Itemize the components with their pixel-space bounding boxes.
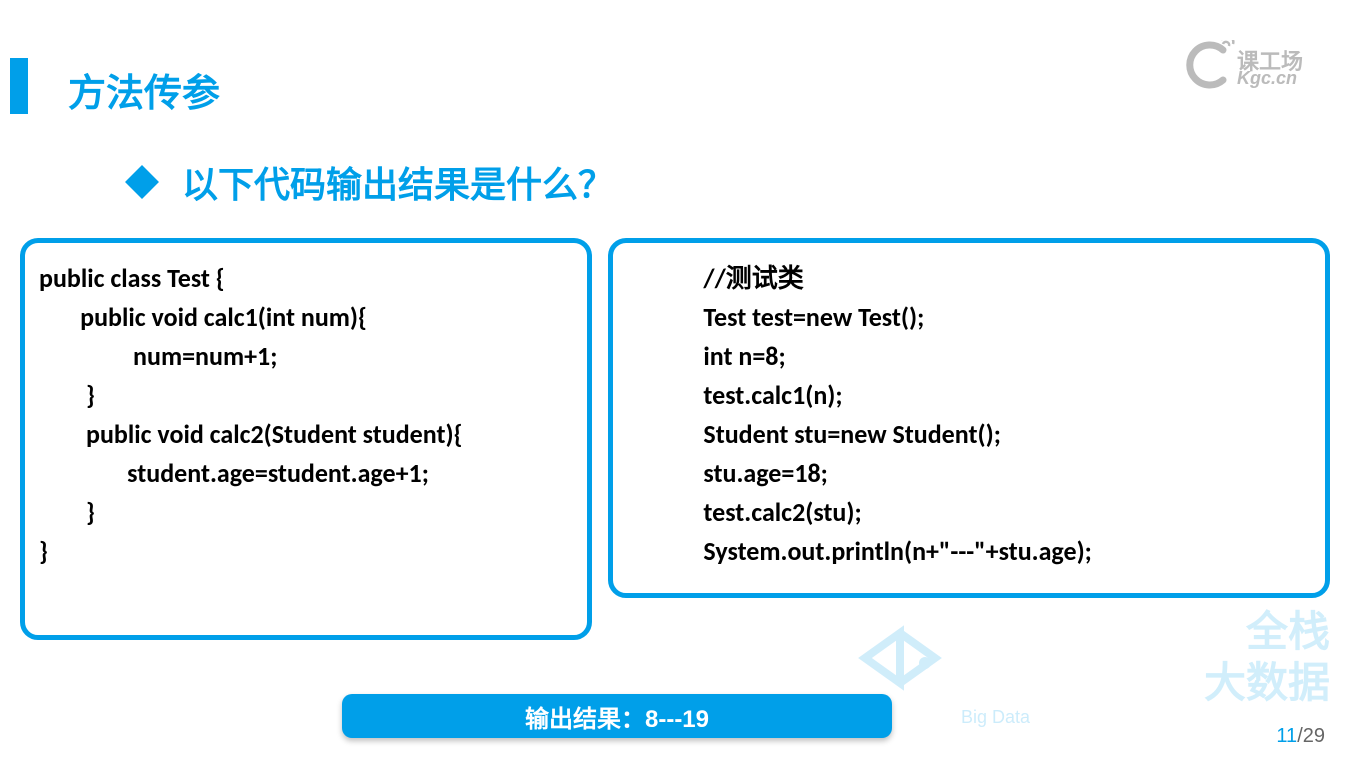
title-accent-bar [10,58,28,114]
result-box: 输出结果：8---19 [342,694,892,738]
page-title: 方法传参 [68,62,220,117]
page-number: 11/29 [1276,725,1325,748]
code-block-right: //测试类 Test test=new Test(); int n=8; tes… [608,238,1330,598]
result-value: 8---19 [645,706,709,733]
diamond-bullet-icon [125,165,159,199]
logo-kgc: 课工场 Kgc.cn [1185,40,1325,100]
result-label: 输出结果： [525,706,645,733]
logo-text-en: Kgc.cn [1237,68,1297,89]
result-text: 输出结果：8---19 [525,699,709,734]
code-block-left: public class Test { public void calc1(in… [20,238,592,640]
watermark-shape-icon [855,608,945,708]
watermark-en: Big Data [961,707,1030,728]
watermark-line1: 全栈 [1204,607,1330,657]
code-left-content: public class Test { public void calc1(in… [39,259,573,571]
logo-c-icon [1185,40,1235,90]
page-current: 11 [1276,725,1297,747]
page-total: 29 [1303,725,1325,747]
watermark-cn: 全栈 大数据 [1204,607,1330,708]
code-right-content: //测试类 Test test=new Test(); int n=8; tes… [627,259,1311,571]
watermark-line2: 大数据 [1204,658,1330,708]
question-heading: 以下代码输出结果是什么？ [182,156,614,208]
